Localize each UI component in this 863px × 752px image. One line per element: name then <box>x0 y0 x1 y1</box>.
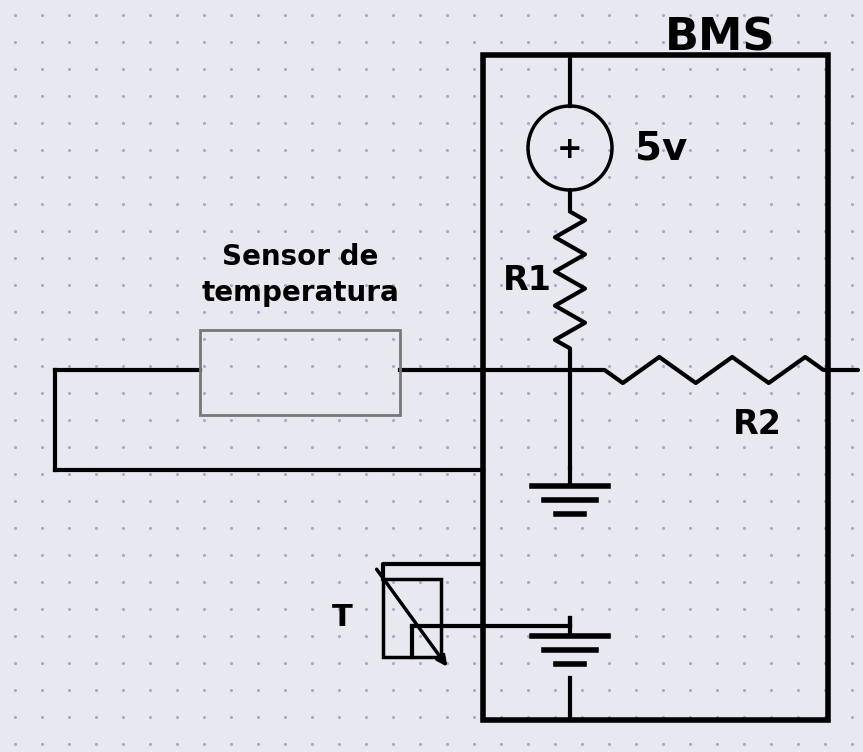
Text: BMS: BMS <box>665 17 775 59</box>
Text: R2: R2 <box>733 408 782 441</box>
Bar <box>383 579 441 657</box>
Text: T: T <box>332 604 353 632</box>
Text: 5v: 5v <box>635 129 687 167</box>
Text: R1: R1 <box>503 263 552 296</box>
Text: Sensor de
temperatura: Sensor de temperatura <box>201 243 399 308</box>
Bar <box>200 330 400 415</box>
Text: +: + <box>557 135 583 165</box>
Bar <box>483 55 828 720</box>
